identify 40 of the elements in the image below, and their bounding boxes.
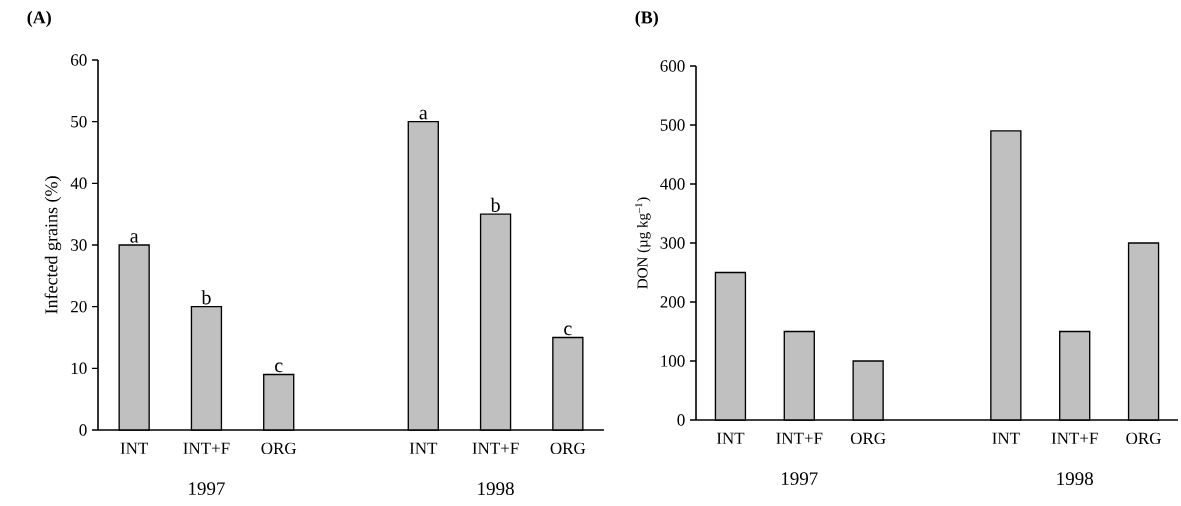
x-tick-label: INT+F bbox=[776, 432, 823, 444]
x-tick-label: INT+F bbox=[1051, 432, 1098, 444]
chart-title: (B) bbox=[635, 10, 658, 28]
x-tick-label: INT bbox=[992, 432, 1020, 444]
x-tick-label: INT bbox=[716, 432, 745, 444]
x-tick-label: INT bbox=[409, 442, 438, 454]
data-label: c bbox=[564, 325, 572, 336]
data-label: a bbox=[419, 109, 428, 120]
y-tick-label: 300 bbox=[660, 237, 685, 249]
x-tick-label: ORG bbox=[261, 442, 297, 455]
chart-title: (A) bbox=[27, 10, 51, 28]
data-label: c bbox=[275, 362, 283, 373]
y-tick-label: 600 bbox=[660, 60, 685, 72]
y-tick-label: 20 bbox=[71, 300, 87, 313]
y-tick-label: 400 bbox=[660, 178, 685, 190]
x-tick-label: ORG bbox=[1126, 432, 1161, 445]
x-tick-label: ORG bbox=[550, 442, 586, 455]
y-tick-label: 40 bbox=[70, 177, 87, 190]
y-tick-label: 60 bbox=[71, 54, 87, 66]
y-axis-title: Infected grains (%) bbox=[44, 176, 62, 314]
text: 1997 bbox=[781, 472, 818, 486]
y-tick-label: 500 bbox=[660, 119, 685, 131]
y-tick-label: 100 bbox=[661, 355, 685, 367]
x-tick-label: INT+F bbox=[472, 442, 519, 454]
text: 1997 bbox=[189, 482, 225, 496]
y-tick-label: 50 bbox=[71, 115, 87, 128]
y-axis-title: DON (µg kg$^{–1}$) bbox=[635, 197, 651, 289]
x-tick-label: INT+F bbox=[183, 442, 230, 454]
data-label: a bbox=[130, 233, 139, 243]
text: 1998 bbox=[478, 482, 514, 496]
y-tick-label: 30 bbox=[71, 239, 87, 251]
y-tick-label: 10 bbox=[71, 362, 87, 375]
y-tick-label: 0 bbox=[677, 414, 685, 426]
data-label: b bbox=[201, 290, 211, 305]
text: 1998 bbox=[1057, 472, 1093, 486]
data-label: b bbox=[490, 197, 500, 212]
x-tick-label: ORG bbox=[850, 432, 886, 445]
y-tick-label: 200 bbox=[660, 296, 685, 308]
y-tick-label: 0 bbox=[79, 424, 87, 436]
x-tick-label: INT bbox=[120, 442, 149, 454]
